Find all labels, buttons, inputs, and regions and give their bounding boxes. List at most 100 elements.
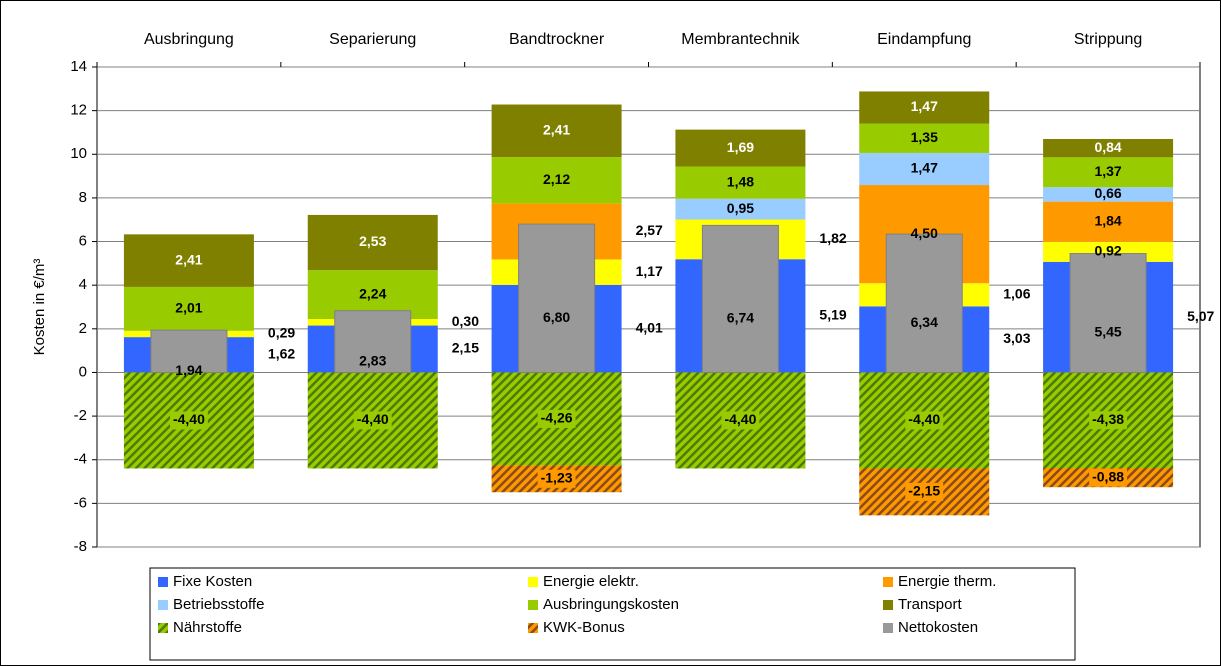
legend-swatch xyxy=(883,577,893,587)
plot-area xyxy=(96,66,1201,548)
value-label: 5,45 xyxy=(1094,324,1121,340)
value-label: -4,40 xyxy=(357,411,389,427)
legend-label: Betriebsstoffe xyxy=(173,596,264,613)
label-bg xyxy=(169,411,208,430)
legend-swatch xyxy=(158,600,168,610)
bar-segment xyxy=(1043,187,1174,202)
legend-label: Nährstoffe xyxy=(173,619,242,636)
value-label: 1,35 xyxy=(911,129,938,145)
legend-label: KWK-Bonus xyxy=(543,619,625,636)
value-label: 5,19 xyxy=(819,307,846,323)
value-label: -4,40 xyxy=(173,411,205,427)
bar-segment xyxy=(491,104,622,158)
legend xyxy=(149,567,1076,661)
net-bar xyxy=(334,310,412,373)
x-tick-label: Strippung xyxy=(1074,31,1143,48)
label-bg xyxy=(905,411,944,430)
legend-label: Nettokosten xyxy=(898,619,978,636)
legend-swatch xyxy=(158,577,168,587)
value-label: 6,80 xyxy=(543,309,570,325)
value-label: -4,40 xyxy=(908,411,940,427)
x-tick-label: Bandtrockner xyxy=(509,31,605,48)
value-label: 0,95 xyxy=(727,200,754,216)
label-bg xyxy=(537,409,576,428)
legend-swatch xyxy=(528,577,538,587)
value-label: 1,82 xyxy=(819,230,846,246)
y-tick-label: 4 xyxy=(79,276,87,293)
bar-segment xyxy=(859,123,990,153)
label-bg xyxy=(1089,468,1128,487)
value-label: 1,62 xyxy=(268,345,295,361)
value-label: 6,34 xyxy=(911,314,938,330)
value-label: 4,01 xyxy=(636,319,663,335)
bar-segment xyxy=(859,152,990,186)
y-tick-label: 2 xyxy=(79,320,87,337)
y-tick-label: 0 xyxy=(79,363,87,380)
x-tick-label: Separierung xyxy=(329,31,416,48)
value-label: 1,69 xyxy=(727,139,754,155)
bar-segment xyxy=(859,91,990,124)
value-label: 2,01 xyxy=(175,300,202,316)
label-bg xyxy=(905,482,944,501)
y-tick-label: 12 xyxy=(70,102,87,119)
value-label: 0,29 xyxy=(268,325,295,341)
net-bar xyxy=(518,223,596,373)
value-label: -4,38 xyxy=(1092,411,1124,427)
value-label: -0,88 xyxy=(1092,468,1124,484)
x-tick-label: Ausbringung xyxy=(144,31,234,48)
net-bar xyxy=(885,233,963,373)
value-label: 1,47 xyxy=(911,160,938,176)
legend-label: Energie elektr. xyxy=(543,573,639,590)
value-label: 2,15 xyxy=(452,340,479,356)
label-bg xyxy=(721,411,760,430)
legend-swatch xyxy=(883,600,893,610)
legend-swatch xyxy=(158,623,168,633)
bar-segment xyxy=(675,198,806,220)
value-label: 2,41 xyxy=(543,122,570,138)
value-label: 0,84 xyxy=(1094,139,1121,155)
value-label: 6,74 xyxy=(727,310,754,326)
bar-segment xyxy=(1043,139,1174,158)
value-label: 1,06 xyxy=(1003,285,1030,301)
value-label: 0,92 xyxy=(1094,243,1121,259)
label-bg xyxy=(537,469,576,488)
legend-swatch xyxy=(528,623,538,633)
bar-segment xyxy=(675,166,806,199)
value-label: 5,07 xyxy=(1187,308,1214,324)
bar-segment xyxy=(123,286,254,331)
net-bar xyxy=(701,224,779,373)
label-bg xyxy=(353,411,392,430)
value-label: 2,24 xyxy=(359,285,386,301)
y-tick-label: -8 xyxy=(74,538,87,555)
value-label: 0,66 xyxy=(1094,185,1121,201)
legend-label: Transport xyxy=(898,596,962,613)
value-label: 0,30 xyxy=(452,313,479,329)
value-label: 3,03 xyxy=(1003,330,1030,346)
value-label: 1,94 xyxy=(175,362,202,378)
y-tick-label: -4 xyxy=(74,451,87,468)
bar-segment xyxy=(123,234,254,287)
legend-swatch xyxy=(883,623,893,633)
value-label: -4,40 xyxy=(724,411,756,427)
y-tick-label: 8 xyxy=(79,189,87,206)
bar-segment xyxy=(1043,201,1174,242)
value-label: 2,12 xyxy=(543,171,570,187)
label-bg xyxy=(1089,411,1128,430)
value-label: 2,53 xyxy=(359,233,386,249)
legend-label: Fixe Kosten xyxy=(173,573,252,590)
y-tick-label: -2 xyxy=(74,407,87,424)
value-label: 2,83 xyxy=(359,352,386,368)
y-tick-label: -6 xyxy=(74,494,87,511)
value-label: 1,47 xyxy=(911,98,938,114)
value-label: 4,50 xyxy=(911,225,938,241)
value-label: -4,26 xyxy=(541,410,573,426)
bar-segment xyxy=(491,157,622,204)
legend-label: Ausbringungskosten xyxy=(543,596,679,613)
value-label: 1,48 xyxy=(727,173,754,189)
y-axis-title: Kosten in €/m³ xyxy=(31,259,48,356)
y-tick-label: 6 xyxy=(79,233,87,250)
bar-segment xyxy=(675,129,806,167)
value-label: -1,23 xyxy=(541,470,573,486)
net-bar xyxy=(1069,253,1147,373)
